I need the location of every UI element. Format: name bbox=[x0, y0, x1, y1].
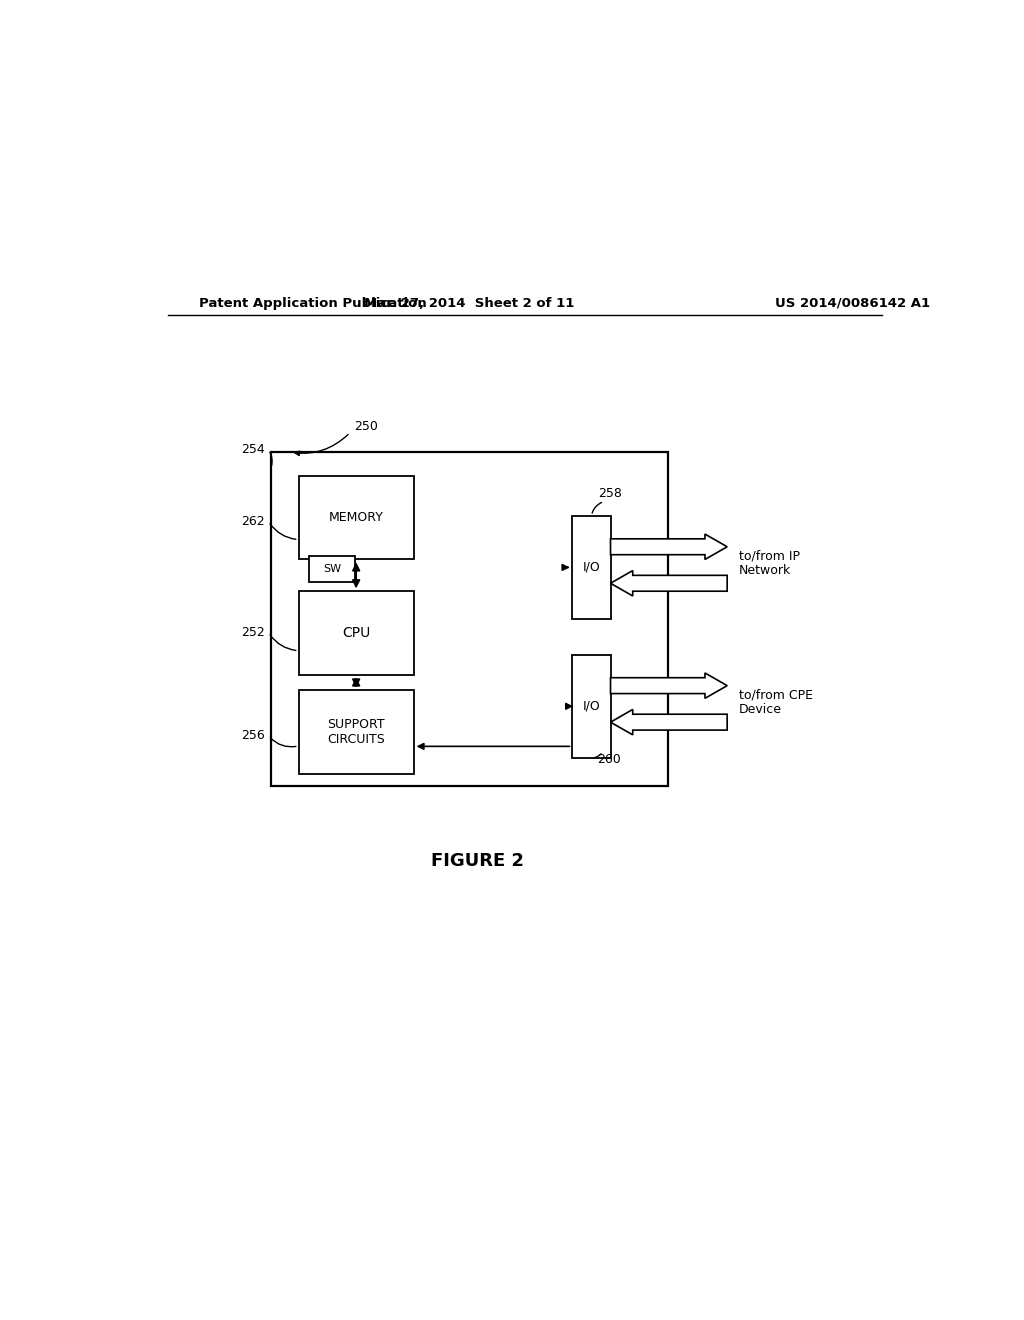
FancyArrow shape bbox=[610, 709, 727, 735]
Text: I/O: I/O bbox=[583, 561, 600, 574]
FancyArrow shape bbox=[610, 570, 727, 595]
Text: Patent Application Publication: Patent Application Publication bbox=[200, 297, 427, 310]
FancyArrow shape bbox=[610, 535, 727, 560]
Text: 256: 256 bbox=[241, 729, 264, 742]
Text: 262: 262 bbox=[241, 515, 264, 528]
FancyBboxPatch shape bbox=[299, 591, 414, 675]
Text: 260: 260 bbox=[597, 752, 621, 766]
FancyBboxPatch shape bbox=[270, 453, 668, 785]
FancyBboxPatch shape bbox=[299, 477, 414, 560]
Text: 250: 250 bbox=[354, 420, 378, 433]
Text: Mar. 27, 2014  Sheet 2 of 11: Mar. 27, 2014 Sheet 2 of 11 bbox=[365, 297, 574, 310]
Text: 252: 252 bbox=[241, 626, 264, 639]
Text: to/from IP
Network: to/from IP Network bbox=[739, 549, 800, 577]
Text: 258: 258 bbox=[599, 487, 623, 500]
Text: MEMORY: MEMORY bbox=[329, 511, 384, 524]
Text: SUPPORT
CIRCUITS: SUPPORT CIRCUITS bbox=[328, 718, 385, 746]
FancyBboxPatch shape bbox=[309, 556, 355, 582]
Text: 254: 254 bbox=[241, 444, 264, 457]
Text: FIGURE 2: FIGURE 2 bbox=[431, 851, 523, 870]
Text: CPU: CPU bbox=[342, 626, 371, 640]
FancyArrow shape bbox=[610, 673, 727, 698]
Text: SW: SW bbox=[323, 564, 341, 574]
FancyBboxPatch shape bbox=[572, 516, 610, 619]
Text: to/from CPE
Device: to/from CPE Device bbox=[739, 688, 813, 717]
FancyBboxPatch shape bbox=[572, 655, 610, 758]
Text: I/O: I/O bbox=[583, 700, 600, 713]
Text: US 2014/0086142 A1: US 2014/0086142 A1 bbox=[775, 297, 930, 310]
FancyBboxPatch shape bbox=[299, 690, 414, 774]
